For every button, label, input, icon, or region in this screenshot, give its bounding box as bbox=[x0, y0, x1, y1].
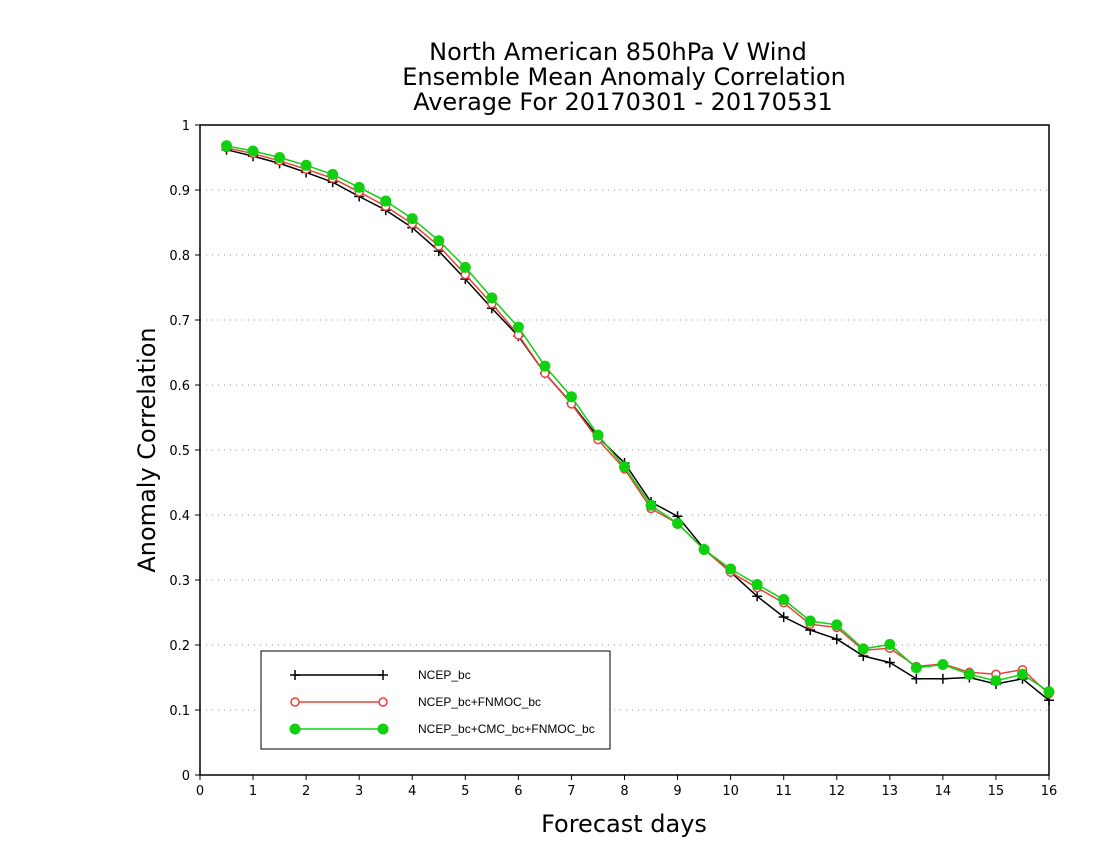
x-tick-label: 9 bbox=[673, 784, 681, 799]
data-point bbox=[512, 321, 524, 333]
x-tick-label: 2 bbox=[302, 784, 310, 799]
legend-box bbox=[260, 650, 611, 750]
data-point bbox=[857, 643, 869, 655]
y-tick-label: 1 bbox=[182, 119, 190, 134]
series-1 bbox=[221, 144, 1054, 706]
x-axis-label: Forecast days bbox=[541, 810, 707, 838]
legend-marker bbox=[377, 723, 389, 735]
series-3 bbox=[221, 140, 1055, 698]
y-tick-label: 0.8 bbox=[169, 249, 190, 264]
data-point bbox=[990, 675, 1002, 687]
data-point bbox=[539, 360, 551, 372]
data-point bbox=[592, 429, 604, 441]
data-point bbox=[1016, 668, 1028, 680]
data-point bbox=[911, 673, 922, 684]
x-tick-label: 16 bbox=[1041, 784, 1058, 799]
x-tick-label: 8 bbox=[620, 784, 628, 799]
legend-item: NCEP_bc+CMC_bc+FNMOC_bc bbox=[289, 722, 595, 736]
y-tick-label: 0.7 bbox=[169, 314, 190, 329]
y-tick-label: 0.6 bbox=[169, 379, 190, 394]
data-point bbox=[619, 461, 630, 473]
legend-item: NCEP_bc bbox=[290, 668, 471, 682]
data-point bbox=[725, 563, 737, 575]
data-point bbox=[884, 638, 896, 650]
y-tick-label: 0.3 bbox=[169, 574, 190, 589]
data-point bbox=[831, 619, 843, 631]
series-2 bbox=[221, 143, 1054, 699]
data-point bbox=[910, 662, 922, 674]
legend-label: NCEP_bc+CMC_bc+FNMOC_bc bbox=[418, 722, 595, 736]
data-point bbox=[752, 591, 763, 602]
data-point bbox=[937, 673, 948, 684]
data-point bbox=[831, 634, 842, 645]
data-point bbox=[804, 615, 816, 627]
chart-title-line-2: Ensemble Mean Anomaly Correlation bbox=[402, 63, 846, 91]
y-tick-label: 0.5 bbox=[169, 444, 190, 459]
legend: NCEP_bc NCEP_bc+FNMOC_bc NCEP_bc+CMC_bc+FN… bbox=[260, 650, 611, 750]
x-tick-label: 14 bbox=[935, 784, 952, 799]
axis-ticks: 00.10.20.30.40.50.60.70.80.910 1 2 3 4 5 6 7 8 9 1… bbox=[169, 119, 1057, 799]
x-tick-label: 3 bbox=[355, 784, 363, 799]
data-point bbox=[751, 579, 763, 591]
legend-marker bbox=[289, 723, 301, 735]
data-point bbox=[884, 657, 895, 668]
y-axis-label: Anomaly Correlation bbox=[133, 327, 161, 572]
data-point bbox=[353, 181, 365, 193]
x-tick-label: 13 bbox=[882, 784, 899, 799]
data-point bbox=[380, 195, 392, 207]
x-tick-label: 6 bbox=[514, 784, 522, 799]
y-tick-label: 0.9 bbox=[169, 184, 190, 199]
data-point bbox=[645, 499, 657, 511]
data-point bbox=[963, 668, 975, 680]
x-tick-label: 1 bbox=[249, 784, 257, 799]
data-point bbox=[274, 152, 286, 163]
series-layer bbox=[221, 140, 1055, 706]
data-point bbox=[565, 391, 577, 403]
grid bbox=[200, 189, 1049, 711]
x-tick-label: 10 bbox=[722, 784, 739, 799]
y-tick-label: 0.4 bbox=[169, 509, 190, 524]
data-point bbox=[433, 235, 445, 247]
data-point bbox=[459, 261, 471, 273]
data-point bbox=[486, 292, 498, 304]
data-point bbox=[247, 145, 259, 157]
legend-label: NCEP_bc bbox=[418, 668, 471, 682]
x-tick-label: 12 bbox=[828, 784, 845, 799]
data-point bbox=[327, 168, 339, 180]
data-point bbox=[778, 594, 790, 605]
series-line bbox=[226, 145, 1050, 693]
x-tick-label: 4 bbox=[408, 784, 416, 799]
legend-marker bbox=[378, 670, 388, 680]
chart-title-line-3: Average For 20170301 - 20170531 bbox=[413, 88, 833, 116]
x-tick-label: 15 bbox=[988, 784, 1005, 799]
legend-label: NCEP_bc+FNMOC_bc bbox=[418, 695, 541, 709]
data-point bbox=[1043, 686, 1055, 698]
chart-title-line-1: North American 850hPa V Wind bbox=[429, 38, 807, 66]
data-point bbox=[698, 543, 710, 555]
x-tick-label: 11 bbox=[775, 784, 792, 799]
y-tick-label: 0 bbox=[182, 769, 190, 784]
x-tick-label: 0 bbox=[196, 784, 204, 799]
y-tick-label: 0.1 bbox=[169, 704, 190, 719]
x-tick-label: 5 bbox=[461, 784, 469, 799]
series-line bbox=[226, 148, 1050, 701]
legend-marker bbox=[290, 697, 300, 707]
data-point bbox=[221, 140, 233, 152]
y-tick-label: 0.2 bbox=[169, 639, 190, 654]
data-point bbox=[672, 517, 684, 529]
legend-marker bbox=[378, 697, 388, 707]
data-point bbox=[937, 659, 949, 670]
x-tick-label: 7 bbox=[567, 784, 575, 799]
series-line bbox=[226, 147, 1050, 695]
legend-marker bbox=[290, 670, 300, 680]
data-point bbox=[778, 612, 789, 623]
data-point bbox=[406, 213, 418, 225]
data-point bbox=[300, 159, 312, 171]
legend-item: NCEP_bc+FNMOC_bc bbox=[290, 695, 541, 709]
